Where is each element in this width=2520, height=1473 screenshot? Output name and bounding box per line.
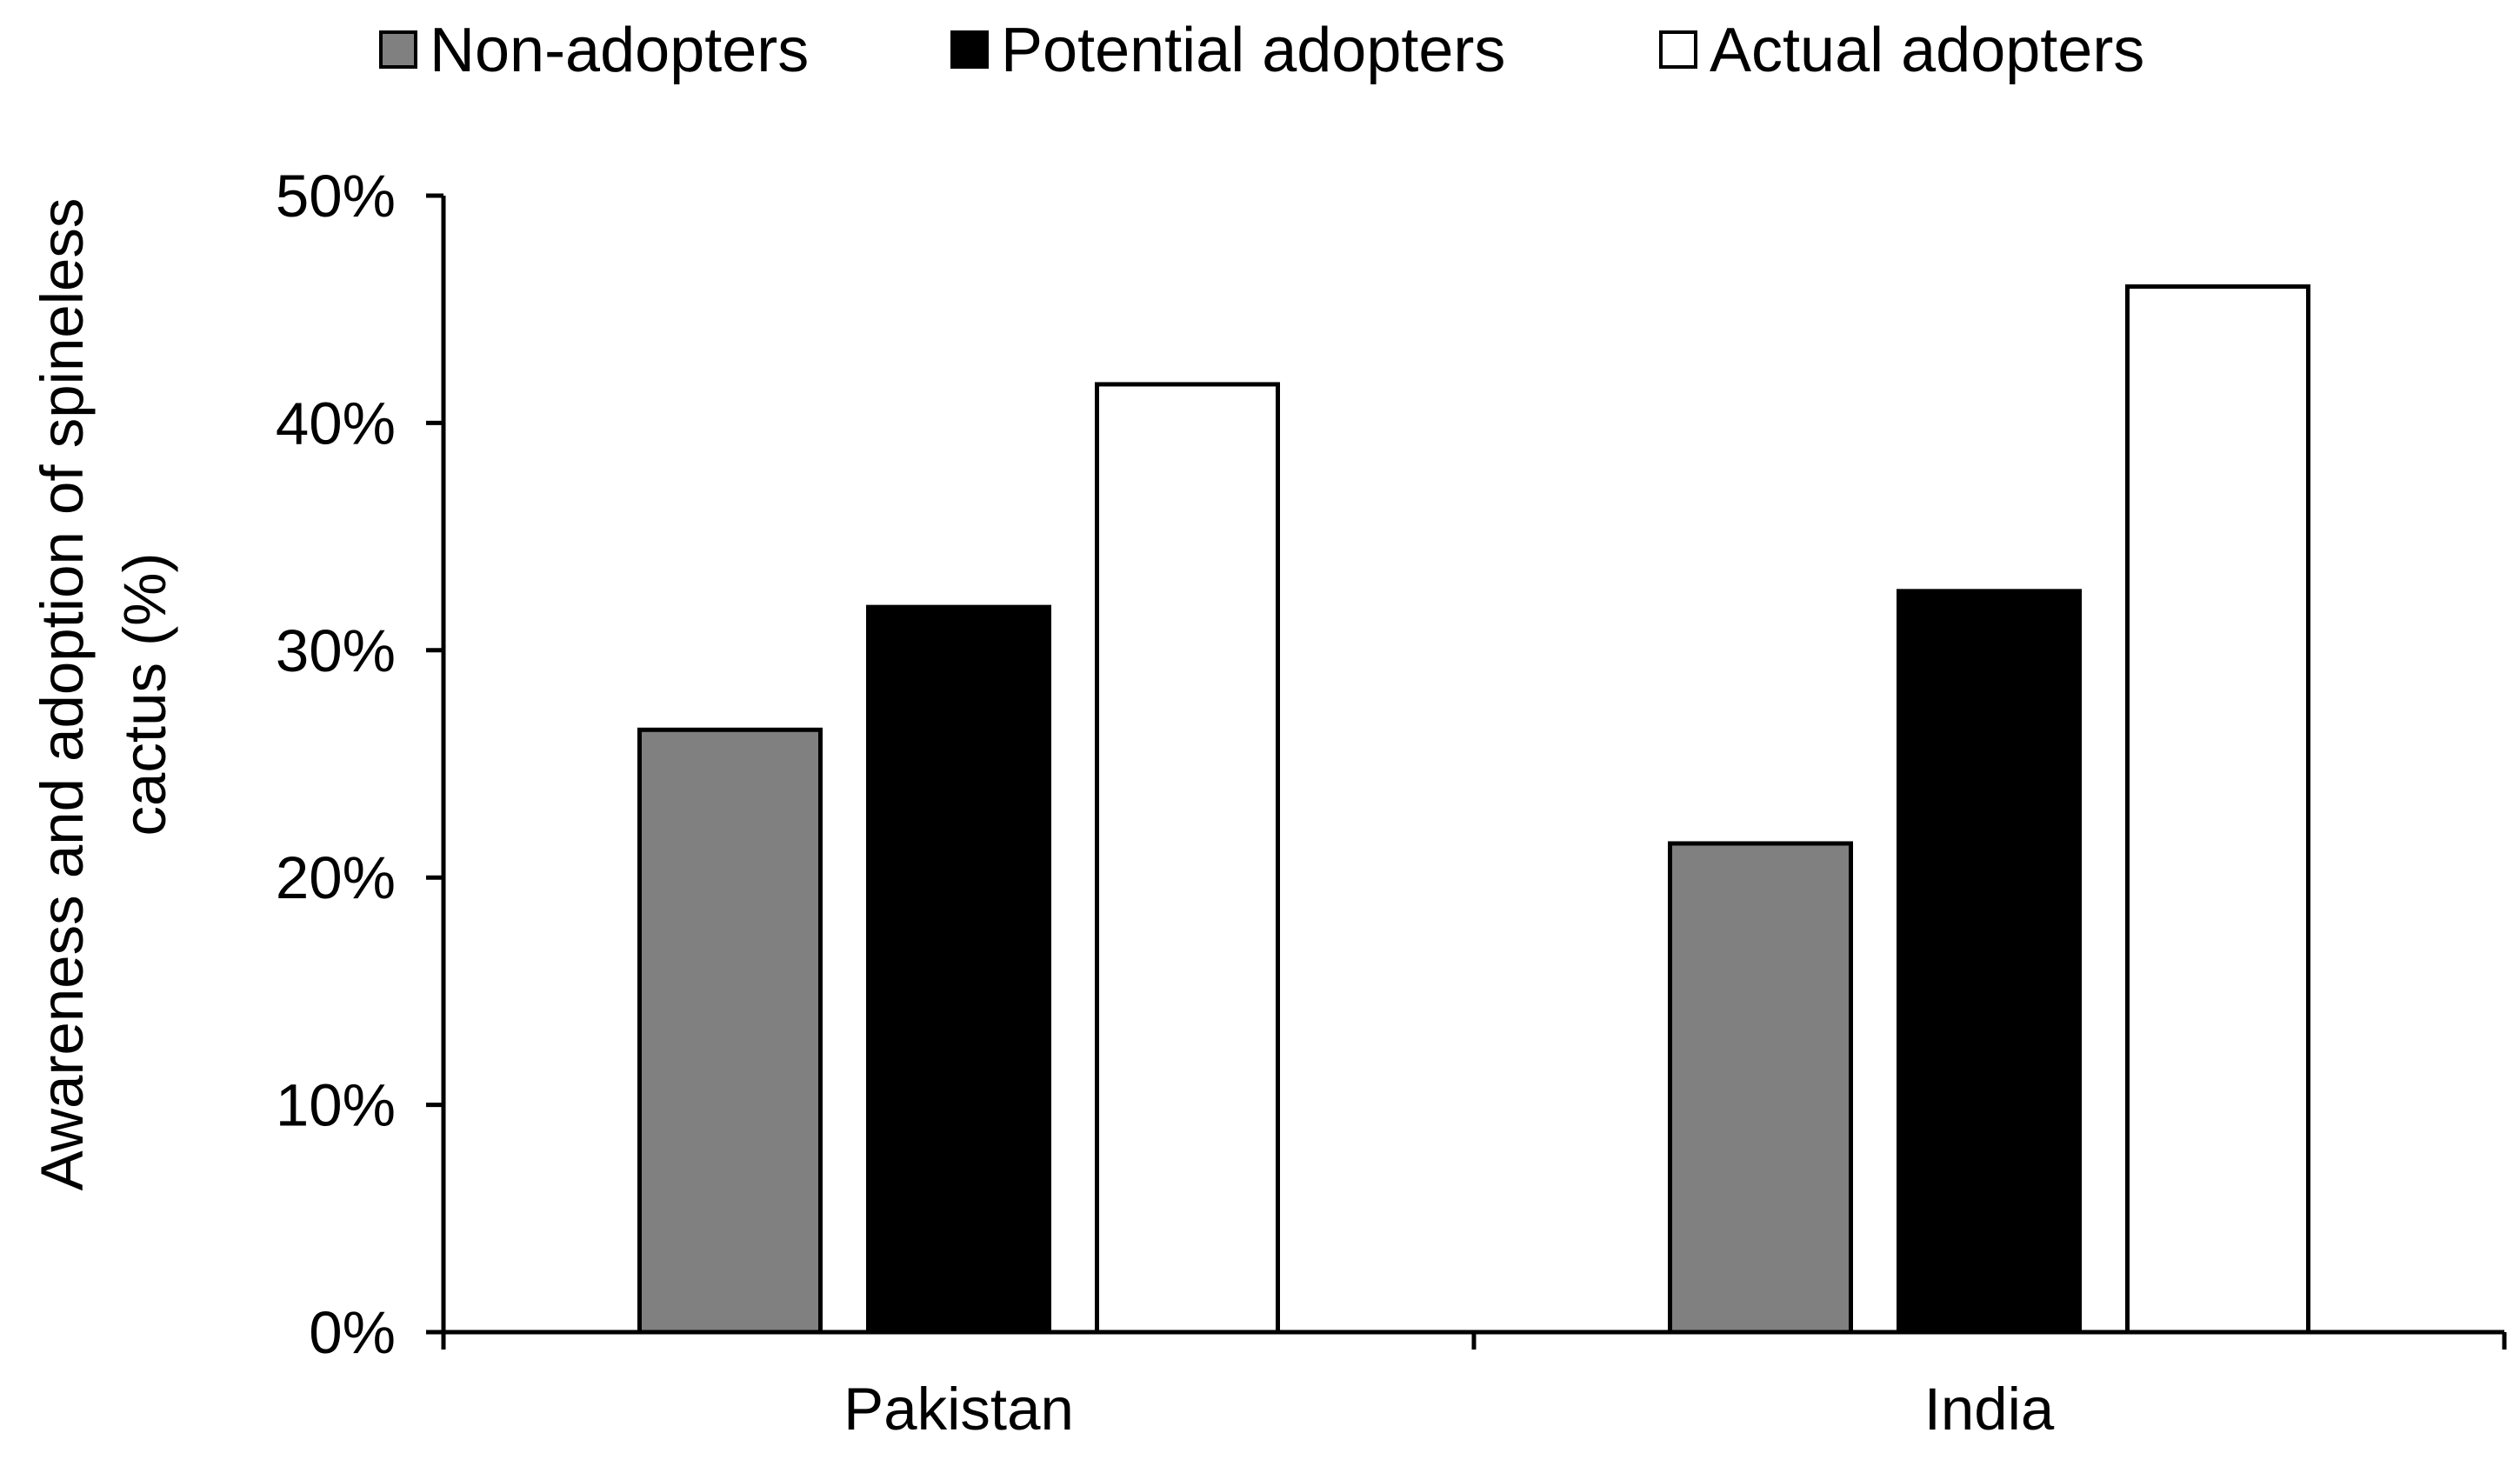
legend-label: Potential adopters bbox=[1001, 16, 1505, 85]
y-axis-title-line: Awareness and adoption of spineless bbox=[29, 198, 96, 1191]
legend-swatch bbox=[1659, 30, 1697, 69]
bar bbox=[1897, 589, 2082, 1335]
y-tick-label: 30% bbox=[276, 617, 396, 684]
x-category-label: Pakistan bbox=[843, 1376, 1074, 1443]
y-tick-label: 0% bbox=[309, 1299, 396, 1366]
x-category-label: India bbox=[1924, 1376, 2055, 1443]
y-tick-label: 20% bbox=[276, 844, 396, 911]
bar bbox=[2125, 284, 2310, 1335]
legend-label: Non-adopters bbox=[430, 16, 809, 85]
bar bbox=[637, 727, 823, 1335]
legend-swatch bbox=[950, 30, 989, 69]
y-axis-title-line: cactus (%) bbox=[111, 553, 178, 836]
bar bbox=[866, 604, 1051, 1335]
y-axis-title: Awareness and adoption of spineless cactu… bbox=[29, 198, 178, 1191]
y-tick-label: 10% bbox=[276, 1072, 396, 1139]
bar bbox=[1095, 382, 1280, 1335]
y-tick-label: 40% bbox=[276, 390, 396, 457]
y-tick-label: 50% bbox=[276, 163, 396, 230]
x-axis: Pakistan India bbox=[441, 1330, 2507, 1443]
legend-label: Actual adopters bbox=[1710, 16, 2144, 85]
legend-swatch bbox=[379, 30, 417, 69]
y-axis: 0% 10% 20% 30% 40% 50% bbox=[276, 163, 446, 1366]
bar bbox=[1668, 841, 1853, 1335]
bars bbox=[637, 284, 2310, 1335]
legend: Non-adopters Potential adopters Actual ado… bbox=[379, 16, 2144, 85]
